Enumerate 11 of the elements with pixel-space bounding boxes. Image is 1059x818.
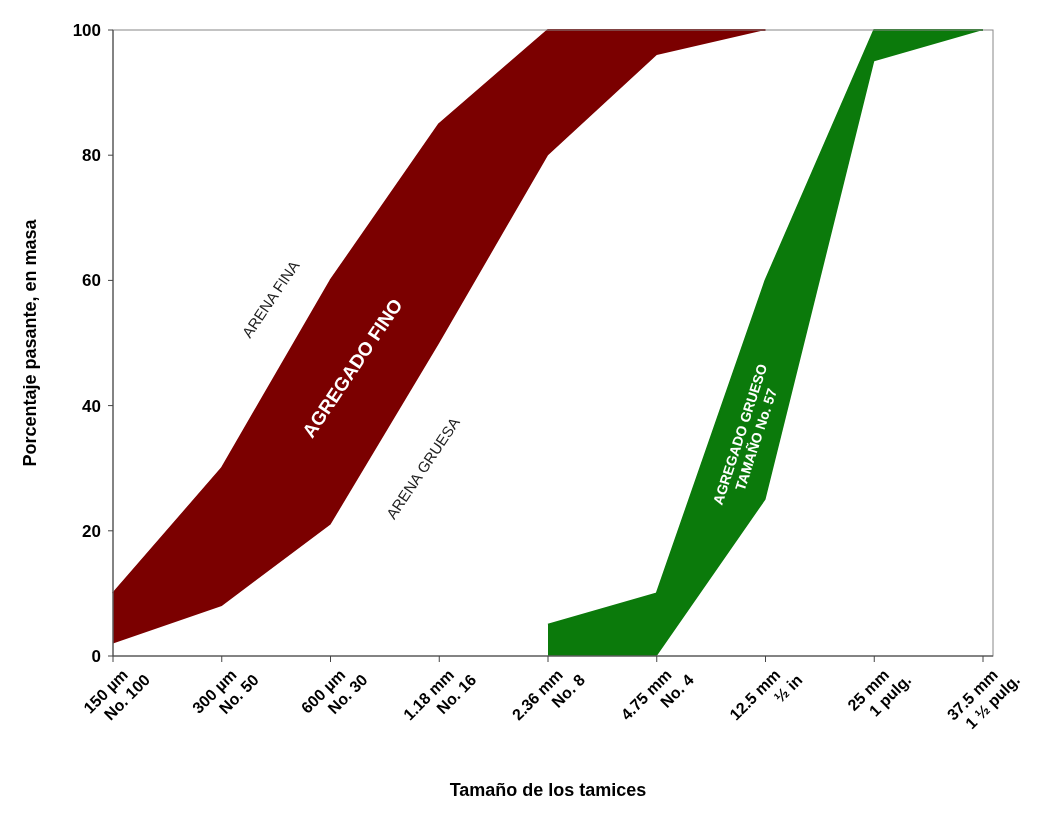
x-tick-label: 600 µm No. 30 (297, 666, 371, 718)
x-axis-title: Tamaño de los tamices (449, 780, 647, 800)
x-tick-label: 150 µm No. 100 (80, 666, 154, 724)
x-tick-label: 300 µm No. 50 (189, 666, 262, 718)
y-tick-label: 20 (82, 521, 101, 541)
y-tick-label: 0 (91, 646, 101, 666)
y-axis-title: Porcentaje pasante, en masa (20, 218, 40, 467)
y-tick-label: 80 (82, 146, 101, 166)
y-tick-label: 100 (72, 20, 101, 40)
y-tick-label: 40 (82, 396, 101, 416)
y-tick-label: 60 (82, 271, 101, 291)
